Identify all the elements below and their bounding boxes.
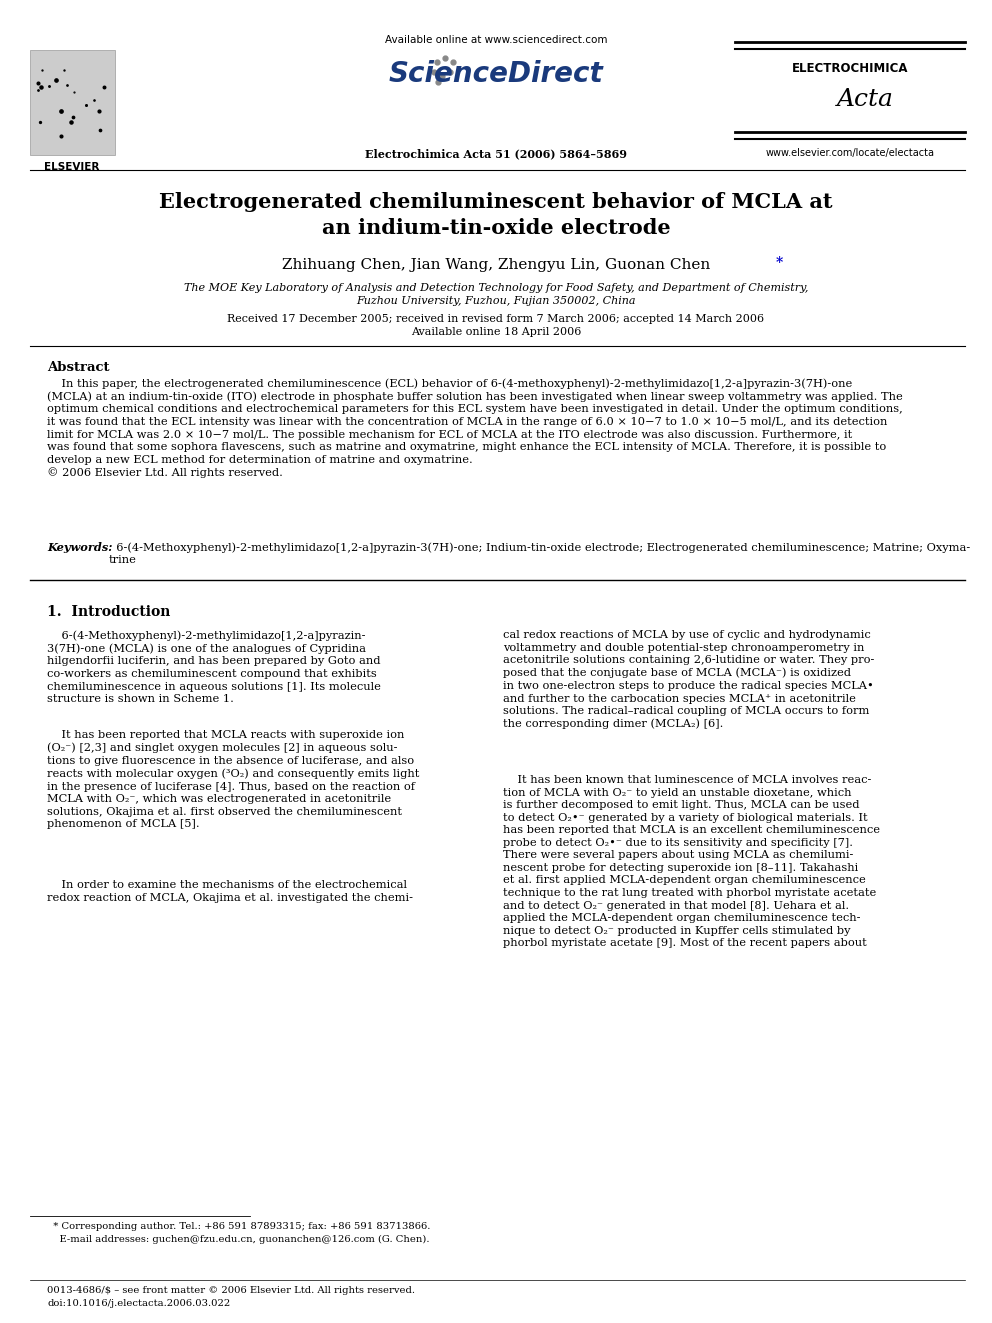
Text: Acta: Acta	[836, 89, 894, 111]
Text: Keywords:: Keywords:	[47, 542, 112, 553]
Text: doi:10.1016/j.electacta.2006.03.022: doi:10.1016/j.electacta.2006.03.022	[47, 1299, 230, 1308]
Text: 1.  Introduction: 1. Introduction	[47, 605, 171, 619]
Text: Fuzhou University, Fuzhou, Fujian 350002, China: Fuzhou University, Fuzhou, Fujian 350002…	[356, 296, 636, 306]
Text: ELSEVIER: ELSEVIER	[45, 161, 99, 172]
Text: Electrochimica Acta 51 (2006) 5864–5869: Electrochimica Acta 51 (2006) 5864–5869	[365, 148, 627, 159]
Text: Zhihuang Chen, Jian Wang, Zhengyu Lin, Guonan Chen: Zhihuang Chen, Jian Wang, Zhengyu Lin, G…	[282, 258, 710, 273]
Text: *: *	[776, 255, 784, 270]
Text: www.elsevier.com/locate/electacta: www.elsevier.com/locate/electacta	[766, 148, 934, 157]
Text: 6-(4-Methoxyphenyl)-2-methylimidazo[1,2-a]pyrazin-
3(7H)-one (MCLA) is one of th: 6-(4-Methoxyphenyl)-2-methylimidazo[1,2-…	[47, 630, 381, 704]
Text: ScienceDirect: ScienceDirect	[389, 60, 603, 89]
Text: In order to examine the mechanisms of the electrochemical
redox reaction of MCLA: In order to examine the mechanisms of th…	[47, 880, 413, 902]
Text: Available online at www.sciencedirect.com: Available online at www.sciencedirect.co…	[385, 34, 607, 45]
Text: Abstract: Abstract	[47, 361, 109, 374]
Text: Received 17 December 2005; received in revised form 7 March 2006; accepted 14 Ma: Received 17 December 2005; received in r…	[227, 314, 765, 324]
Text: 6-(4-Methoxyphenyl)-2-methylimidazo[1,2-a]pyrazin-3(7H)-one; Indium-tin-oxide el: 6-(4-Methoxyphenyl)-2-methylimidazo[1,2-…	[109, 542, 970, 565]
Text: cal redox reactions of MCLA by use of cyclic and hydrodynamic
voltammetry and do: cal redox reactions of MCLA by use of cy…	[503, 630, 874, 729]
Text: E-mail addresses: guchen@fzu.edu.cn, guonanchen@126.com (G. Chen).: E-mail addresses: guchen@fzu.edu.cn, guo…	[47, 1234, 430, 1244]
Text: an indium-tin-oxide electrode: an indium-tin-oxide electrode	[321, 218, 671, 238]
Text: Available online 18 April 2006: Available online 18 April 2006	[411, 327, 581, 337]
FancyBboxPatch shape	[30, 50, 115, 155]
Text: The MOE Key Laboratory of Analysis and Detection Technology for Food Safety, and: The MOE Key Laboratory of Analysis and D…	[184, 283, 808, 292]
Text: In this paper, the electrogenerated chemiluminescence (ECL) behavior of 6-(4-met: In this paper, the electrogenerated chem…	[47, 378, 903, 478]
Text: * Corresponding author. Tel.: +86 591 87893315; fax: +86 591 83713866.: * Corresponding author. Tel.: +86 591 87…	[47, 1222, 431, 1230]
Text: It has been known that luminescence of MCLA involves reac-
tion of MCLA with O₂⁻: It has been known that luminescence of M…	[503, 775, 880, 949]
Text: ELECTROCHIMICA: ELECTROCHIMICA	[792, 62, 909, 75]
Text: It has been reported that MCLA reacts with superoxide ion
(O₂⁻) [2,3] and single: It has been reported that MCLA reacts wi…	[47, 730, 420, 830]
Text: Electrogenerated chemiluminescent behavior of MCLA at: Electrogenerated chemiluminescent behavi…	[160, 192, 832, 212]
Text: 0013-4686/$ – see front matter © 2006 Elsevier Ltd. All rights reserved.: 0013-4686/$ – see front matter © 2006 El…	[47, 1286, 415, 1295]
